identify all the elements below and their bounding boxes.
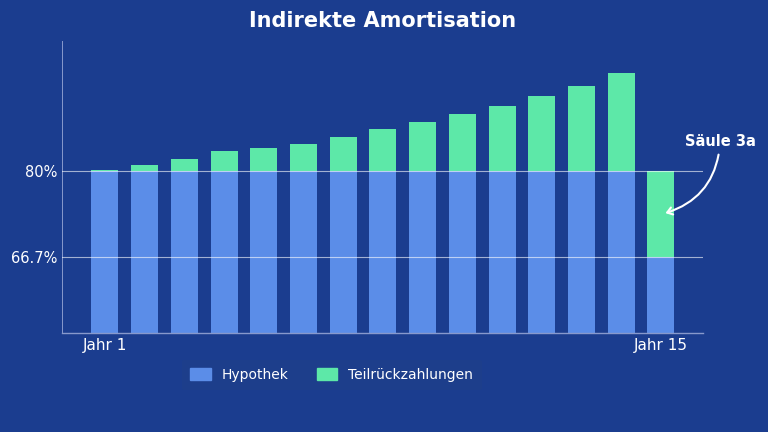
Bar — [488, 171, 515, 333]
Bar — [369, 171, 396, 333]
Bar — [409, 171, 436, 333]
Bar — [91, 169, 118, 171]
Text: Säule 3a: Säule 3a — [667, 134, 756, 214]
Legend: Hypothek, Teilrückzahlungen: Hypothek, Teilrückzahlungen — [181, 360, 482, 391]
Title: Indirekte Amortisation: Indirekte Amortisation — [250, 11, 516, 31]
Bar — [409, 122, 436, 171]
Bar — [290, 143, 317, 171]
Bar — [647, 171, 674, 257]
Bar — [568, 86, 595, 171]
Bar — [647, 257, 674, 333]
Bar — [449, 114, 476, 171]
Bar — [607, 171, 634, 333]
Bar — [528, 96, 555, 171]
Bar — [91, 171, 118, 333]
Bar — [210, 151, 237, 171]
Bar — [210, 171, 237, 333]
Bar — [449, 171, 476, 333]
Bar — [131, 165, 158, 171]
Bar — [171, 171, 198, 333]
Bar — [171, 159, 198, 171]
Bar — [329, 171, 356, 333]
Bar — [369, 129, 396, 171]
Bar — [250, 171, 277, 333]
Bar — [528, 171, 555, 333]
Bar — [568, 171, 595, 333]
Bar — [488, 106, 515, 171]
Bar — [290, 171, 317, 333]
Bar — [131, 171, 158, 333]
Bar — [329, 137, 356, 171]
Bar — [607, 73, 634, 171]
Bar — [250, 148, 277, 171]
